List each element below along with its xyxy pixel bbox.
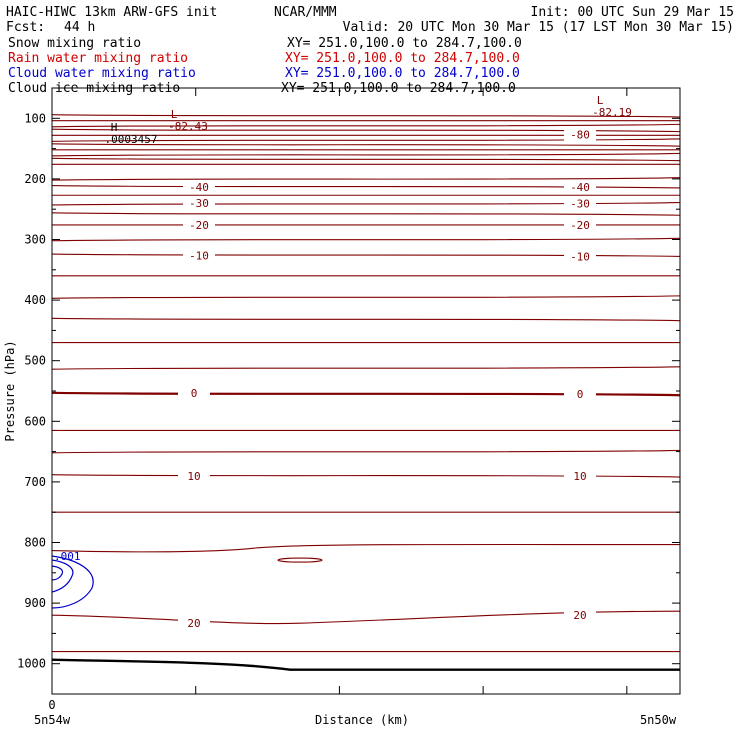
extremum-marker: H [111, 121, 118, 134]
terrain-line [51, 658, 680, 671]
x-axis-title: Distance (km) [315, 713, 409, 727]
isotherm-line [51, 143, 681, 147]
isotherm-line [51, 138, 681, 142]
isotherm-line [51, 128, 681, 133]
extremum-value: -82.19 [592, 106, 632, 119]
contour-label-bg [564, 218, 596, 231]
y-tick-label: 300 [24, 233, 46, 247]
isotherm-line [51, 152, 681, 157]
forecast-label: Fcst: [6, 20, 46, 35]
x-origin-label: 0 [48, 698, 55, 712]
contour-label: -20 [570, 219, 590, 232]
legend-snow-xy: XY= 251.0,100.0 to 284.7,100.0 [287, 36, 522, 51]
y-tick-label: 500 [24, 354, 46, 368]
isotherm-line [51, 543, 681, 553]
contour-label-bg [564, 388, 596, 401]
cloud-water-contour [51, 555, 94, 609]
y-tick-label: 200 [24, 172, 46, 186]
isotherm-line [51, 449, 681, 454]
contour-label: 20 [573, 609, 586, 622]
contour-label-bg [183, 249, 215, 262]
contour-label: -10 [570, 250, 590, 263]
contour-label: -30 [570, 198, 590, 211]
extremum-value: .0003457 [105, 133, 158, 146]
isotherm-line [51, 177, 681, 181]
legend-rain-xy: XY= 251.0,100.0 to 284.7,100.0 [285, 51, 520, 66]
contour-labels: -80-40 -40-30 -30-20 -20-10 -100 010 102020L-8… [54, 94, 632, 630]
contour-label: -20 [189, 219, 209, 232]
extremum-value: -82.43 [168, 120, 208, 133]
contour-label-bg [564, 180, 596, 193]
temperature-contours [51, 114, 681, 671]
extremum-marker: L [171, 108, 178, 121]
isotherm-line [51, 295, 681, 299]
y-tick-label: 100 [24, 111, 46, 125]
legend-snow-name: Snow mixing ratio [8, 36, 142, 51]
contour-label: 20 [187, 617, 200, 630]
contour-label-bg [183, 180, 215, 193]
contour-label-bg [183, 197, 215, 210]
isotherm-line [51, 157, 681, 162]
y-tick-label: 400 [24, 293, 46, 307]
contour-label: 0 [191, 387, 198, 400]
valid-time: Valid: 20 UTC Mon 30 Mar 15 (17 LST Mon … [342, 20, 734, 35]
contour-label-bg [178, 386, 210, 399]
contour-label: -30 [189, 197, 209, 210]
extremum-marker: L [597, 94, 604, 107]
center-label: NCAR/MMM [274, 5, 337, 20]
contour-label-bg [178, 617, 210, 630]
legend-rain-name: Rain water mixing ratio [8, 51, 189, 66]
y-tick-label: 600 [24, 414, 46, 428]
y-tick-label: 900 [24, 596, 46, 610]
contour-label-bg [183, 218, 215, 231]
isotherm-line [51, 212, 681, 216]
contour-label-bg [564, 197, 596, 210]
contour-label: -40 [570, 181, 590, 194]
contour-label: 10 [573, 470, 586, 483]
isotherm-line [51, 474, 681, 478]
y-tick-label: 800 [24, 536, 46, 550]
contour-label: -40 [189, 181, 209, 194]
contour-label-bg [178, 469, 210, 482]
cloud-water-label: .001 [54, 550, 81, 563]
contour-label-bg [564, 128, 596, 141]
closed-contour [277, 557, 323, 563]
legend-cloud-water-xy: XY= 251.0,100.0 to 284.7,100.0 [285, 66, 520, 81]
isotherm-line [51, 317, 681, 322]
y-tick-label: 700 [24, 475, 46, 489]
chart-title: HAIC-HIWC 13km ARW-GFS init [6, 5, 218, 20]
isotherm-line [51, 185, 681, 189]
x-left-label: 5n54w [34, 713, 71, 727]
contour-label: 0 [577, 388, 584, 401]
isotherm-line [51, 366, 681, 370]
contour-label: 10 [187, 470, 200, 483]
isotherm-line [51, 201, 681, 206]
contour-label-bg [564, 609, 596, 622]
contour-label-bg [564, 250, 596, 263]
y-tick-label: 1000 [17, 657, 46, 671]
isotherm-line [51, 114, 681, 118]
init-time: Init: 00 UTC Sun 29 Mar 15 [530, 5, 735, 20]
isotherm-line [51, 237, 681, 242]
y-axis-title: Pressure (hPa) [3, 340, 17, 441]
isotherm-line [51, 253, 681, 258]
contour-label-bg [564, 469, 596, 482]
contour-label: -80 [570, 129, 590, 142]
x-right-label: 5n50w [640, 713, 677, 727]
legend-cloud-water-name: Cloud water mixing ratio [8, 66, 196, 81]
cloud-water-contour [51, 565, 64, 581]
isotherm-line [51, 123, 681, 128]
isotherm-line [51, 391, 681, 397]
forecast-hours: 44 h [64, 20, 96, 35]
cloud-water-contour [51, 559, 74, 593]
contour-label: -10 [189, 249, 209, 262]
